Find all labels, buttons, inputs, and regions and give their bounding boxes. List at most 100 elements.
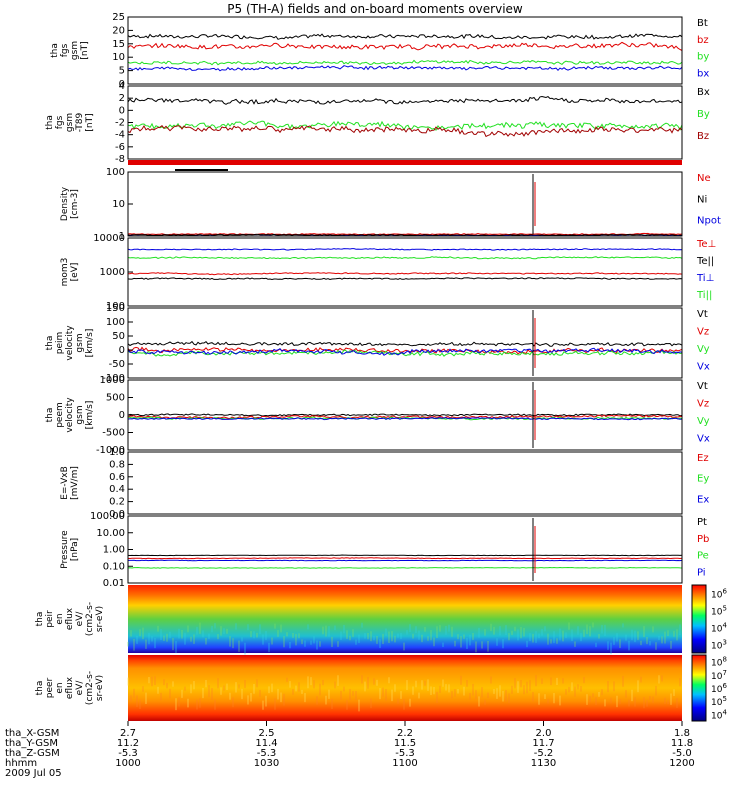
y-tick-label: -1000 — [96, 445, 125, 456]
panel-border — [127, 307, 683, 379]
legend-Vx: Vx — [697, 362, 710, 373]
series-line-Vt — [127, 340, 683, 347]
legend-Ti||: Ti|| — [696, 290, 712, 301]
series-line-Bx — [127, 95, 683, 105]
panel-5: thapeimvelocitygsm[km/s] — [45, 307, 683, 379]
x-tick-label: 1200 — [669, 758, 694, 769]
y-axis-label: thafgsgsm[nT] — [50, 41, 90, 60]
x-tick-label: 2.5 — [259, 728, 275, 739]
y-tick-label: 20 — [112, 25, 125, 36]
x-axis-row-label: tha_Y-GSM — [5, 738, 58, 749]
panel-6: thapeemvelocitygsm[km/s] — [45, 379, 683, 451]
series-line-Bz — [127, 125, 683, 138]
legend-Vt: Vt — [697, 381, 708, 392]
series-line-bx — [127, 65, 683, 72]
y-tick-label: 0.01 — [103, 578, 125, 589]
series-line-Vz — [127, 414, 683, 420]
colorbar-tick-label: 104 — [711, 708, 727, 721]
series-line-By — [127, 120, 683, 131]
colorbar-tick-label: 107 — [711, 669, 727, 682]
panel-4: mom3[eV] — [60, 237, 683, 307]
series-line-Ti⊥ — [127, 248, 683, 251]
x-tick-label: 11.5 — [394, 738, 416, 749]
series-line-Vx — [127, 347, 683, 356]
x-axis-row-label: tha_X-GSM — [5, 728, 59, 739]
legend-by: by — [697, 52, 709, 63]
x-tick-label: 1100 — [392, 758, 417, 769]
y-axis-label: Density[cm-3] — [60, 186, 80, 221]
legend-Vt: Vt — [697, 309, 708, 320]
x-tick-label: 1030 — [254, 758, 279, 769]
series-line-bz — [127, 41, 683, 51]
x-tick-label: -5.3 — [395, 748, 415, 759]
y-tick-label: 0.10 — [103, 561, 125, 572]
y-tick-label: 1.0 — [109, 447, 125, 458]
y-tick-label: 50 — [112, 331, 125, 342]
x-tick-label: 11.4 — [255, 738, 277, 749]
legend-Npot: Npot — [697, 216, 721, 227]
series-line-Pb — [127, 557, 683, 560]
panel-frame — [128, 86, 682, 159]
quality-flag-bar — [128, 160, 682, 165]
series-line-Vx — [127, 417, 683, 421]
y-tick-label: 150 — [106, 303, 125, 314]
legend-Pb: Pb — [697, 534, 709, 545]
y-tick-label: 10 — [112, 52, 125, 63]
y-tick-label: 2 — [119, 93, 125, 104]
y-axis-label: mom3[eV] — [60, 258, 80, 287]
legend-Bx: Bx — [697, 87, 710, 98]
y-tick-label: 0.2 — [109, 497, 125, 508]
y-tick-label: 10000 — [93, 233, 125, 244]
panel-border — [127, 16, 683, 85]
y-tick-label: 0 — [119, 345, 125, 356]
legend-bz: bz — [697, 35, 709, 46]
x-tick-label: 11.8 — [671, 738, 693, 749]
x-tick-label: 2.0 — [536, 728, 552, 739]
series-line-Te|| — [127, 277, 683, 281]
y-axis-label: thapeimvelocitygsm[km/s] — [45, 325, 95, 361]
x-tick-label: 1130 — [531, 758, 556, 769]
series-line-Ti|| — [127, 256, 683, 260]
y-axis-label: thafgsgsm-T89[nT] — [45, 113, 95, 133]
panel-3: Density[cm-3] — [60, 171, 683, 237]
x-tick-label: 1000 — [115, 758, 140, 769]
legend-Vz: Vz — [697, 327, 709, 338]
x-tick-label: -5.3 — [257, 748, 277, 759]
y-tick-label: -8 — [115, 154, 125, 165]
series-line-Ni — [127, 233, 683, 237]
y-tick-label: 500 — [106, 393, 125, 404]
legend-Vz: Vz — [697, 399, 709, 410]
y-axis-label: thapeerenefluxeV/(cm2-s-sr-eV) — [35, 671, 105, 705]
colorbar-tick-label: 108 — [711, 656, 727, 669]
panel-8: Pressure[nPa] — [60, 515, 683, 584]
legend-Bt: Bt — [697, 18, 708, 29]
legend-By: By — [697, 109, 710, 120]
y-axis-label: thapeemvelocitygsm[km/s] — [45, 397, 95, 433]
y-tick-label: 100 — [106, 167, 125, 178]
panel-frame — [128, 308, 682, 378]
y-tick-label: 100.00 — [90, 511, 125, 522]
x-tick-label: -5.0 — [672, 748, 692, 759]
colorbar-tick-label: 106 — [711, 682, 727, 695]
y-axis-label: Pressure[nPa] — [60, 530, 80, 569]
y-tick-label: -100 — [102, 373, 125, 384]
legend-Ez: Ez — [697, 453, 709, 464]
x-tick-label: 11.2 — [117, 738, 139, 749]
panel-frame — [128, 452, 682, 514]
series-line-Pi — [128, 559, 683, 562]
panel-frame — [128, 516, 682, 583]
y-tick-label: 100 — [106, 301, 125, 312]
colorbar: 103 104 105 106 — [691, 584, 727, 654]
y-tick-label: 10 — [112, 199, 125, 210]
panel-7: E=-VxB[mV/m] — [60, 451, 683, 515]
y-tick-label: 15 — [112, 39, 125, 50]
spectrogram — [128, 655, 682, 721]
x-tick-label: 11.7 — [532, 738, 554, 749]
legend-Pi: Pi — [697, 567, 706, 578]
legend-Vy: Vy — [697, 344, 710, 355]
panel-border — [127, 451, 683, 515]
chart-title: P5 (TH-A) fields and on-board moments ov… — [227, 2, 523, 16]
y-tick-label: 0 — [119, 105, 125, 116]
y-tick-label: 0 — [119, 79, 125, 90]
